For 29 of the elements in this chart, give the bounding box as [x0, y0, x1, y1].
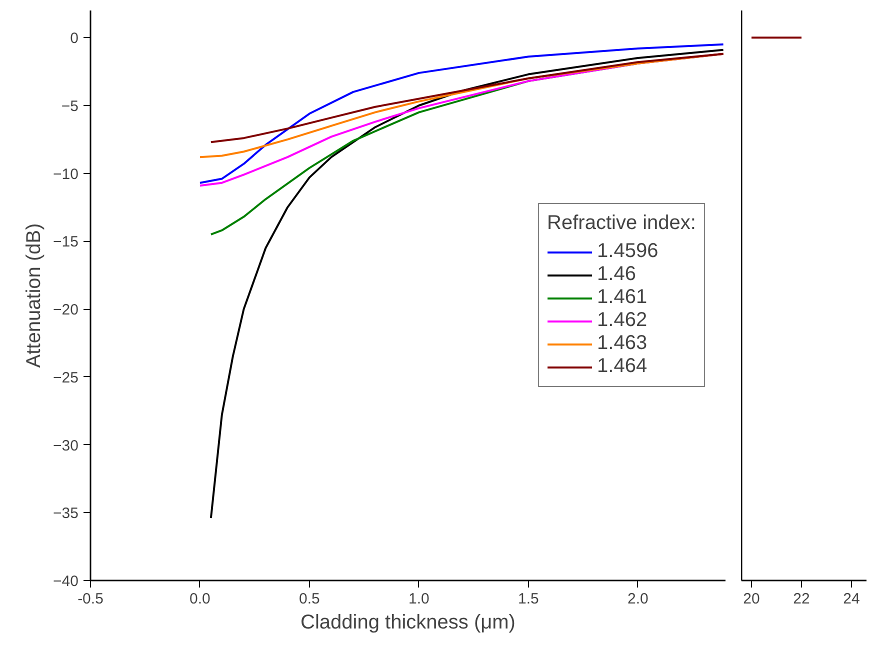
y-tick-label: −40 [53, 573, 79, 590]
y-axis-title: Attenuation (dB) [23, 223, 46, 368]
legend-label: 1.4596 [597, 240, 658, 263]
legend-label: 1.464 [597, 355, 648, 378]
x-tick-label: 0.0 [190, 590, 210, 608]
x-axis-title: Cladding thickness (μm) [300, 612, 516, 634]
x-tick-label: 1.0 [408, 590, 430, 608]
x-tick-label: 2.0 [627, 590, 648, 608]
y-tick-label: −10 [53, 166, 79, 183]
legend-title: Refractive index: [547, 212, 696, 235]
x-tick-label: 24 [843, 590, 860, 608]
legend-label: 1.463 [597, 332, 648, 355]
line-series [210, 52, 724, 144]
y-tick-label: −5 [61, 98, 79, 115]
y-tick-label: −25 [53, 369, 79, 386]
x-tick-label: 0.5 [299, 590, 320, 608]
y-tick-label: −30 [53, 437, 79, 454]
x-tick-label: -0.5 [78, 590, 104, 608]
x-tick-label: 22 [793, 590, 810, 608]
legend-label: 1.461 [597, 286, 648, 309]
y-tick-label: −35 [53, 505, 79, 522]
y-tick-label: −15 [53, 234, 79, 251]
legend-label: 1.462 [597, 309, 648, 332]
line-series [210, 48, 724, 520]
x-tick-label: 20 [743, 590, 760, 608]
legend-label: 1.46 [597, 263, 636, 286]
x-tick-label: 1.5 [518, 590, 539, 608]
y-tick-label: −20 [53, 302, 79, 319]
y-tick-label: 0 [70, 30, 78, 48]
